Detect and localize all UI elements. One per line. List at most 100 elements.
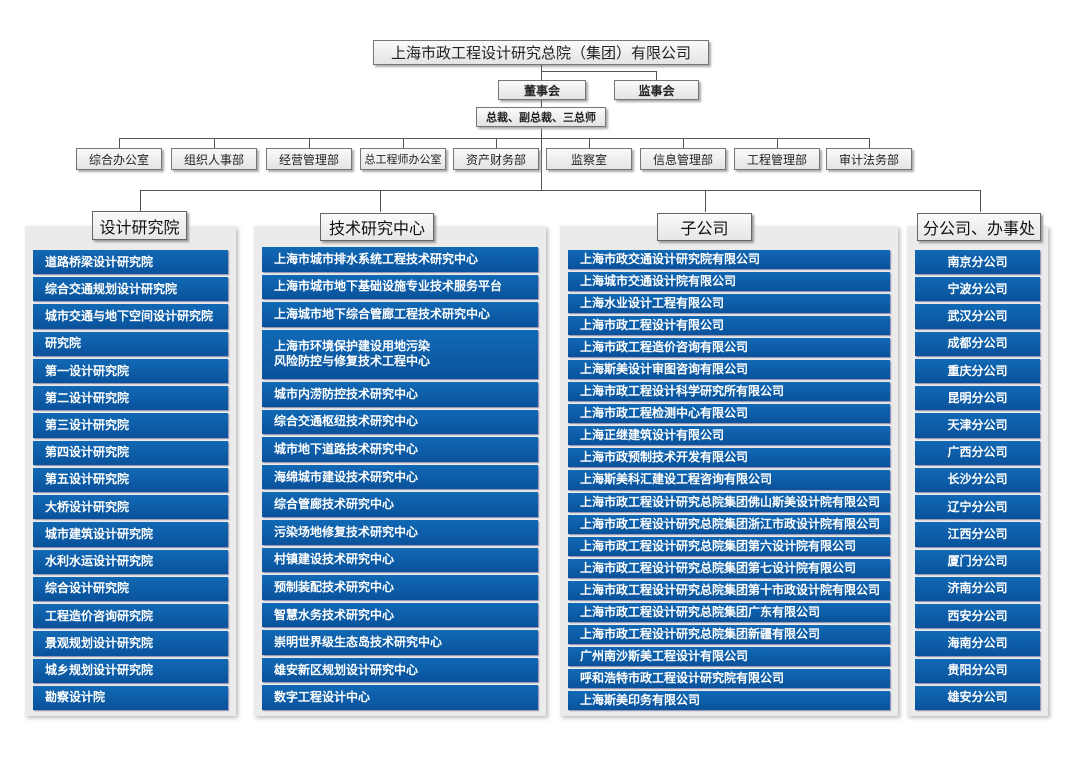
org-unit-item: 海绵城市建设技术研究中心 xyxy=(262,464,538,490)
org-unit-item: 广州南沙斯美工程设计有限公司 xyxy=(568,646,890,666)
connector xyxy=(496,138,497,148)
department-node: 经营管理部 xyxy=(266,148,352,170)
connector xyxy=(589,138,590,148)
org-unit-item: 长沙分公司 xyxy=(915,467,1040,493)
org-unit-item: 上海斯美科汇建设工程咨询有限公司 xyxy=(568,470,890,490)
org-unit-item: 上海市政工程设计科学研究所有限公司 xyxy=(568,382,890,402)
org-unit-item: 上海市环境保护建设用地污染 风险防控与修复技术工程中心 xyxy=(262,329,538,379)
connector xyxy=(541,65,542,80)
panel-design-institutes: 道路桥梁设计研究院 综合交通规划设计研究院 城市交通与地下空间设计研究院 研究院 第一设… xyxy=(25,226,236,716)
org-unit-item: 研究院 xyxy=(33,331,228,356)
department-node: 组织人事部 xyxy=(171,148,257,170)
org-unit-item: 工程造价咨询研究院 xyxy=(33,604,228,629)
org-unit-item: 景观规划设计研究院 xyxy=(33,631,228,656)
connector xyxy=(869,138,870,148)
connector xyxy=(541,100,542,190)
connector xyxy=(683,138,684,148)
org-unit-item: 天津分公司 xyxy=(915,413,1040,438)
org-unit-item: 第四设计研究院 xyxy=(33,440,228,465)
department-node: 监察室 xyxy=(546,148,632,170)
board-node: 董事会 xyxy=(498,80,586,100)
org-unit-item: 重庆分公司 xyxy=(915,358,1040,384)
org-unit-item: 上海城市交通设计院有限公司 xyxy=(568,272,890,292)
org-unit-item: 污染场地修复技术研究中心 xyxy=(262,519,538,545)
org-unit-item: 上海市政工程设计研究总院集团第六设计院有限公司 xyxy=(568,536,890,556)
org-unit-item: 第五设计研究院 xyxy=(33,467,228,493)
org-unit-item: 水利水运设计研究院 xyxy=(33,549,228,574)
org-unit-item: 南京分公司 xyxy=(915,250,1040,275)
org-unit-item: 上海市政工程设计有限公司 xyxy=(568,316,890,336)
org-unit-item: 大桥设计研究院 xyxy=(33,495,228,520)
department-node: 综合办公室 xyxy=(76,148,162,170)
org-unit-item: 综合管廊技术研究中心 xyxy=(262,492,538,517)
org-unit-item: 崇明世界级生态岛技术研究中心 xyxy=(262,630,538,655)
department-node: 工程管理部 xyxy=(734,148,820,170)
org-unit-item: 厦门分公司 xyxy=(915,549,1040,574)
org-unit-item: 第三设计研究院 xyxy=(33,413,228,438)
connector xyxy=(777,138,778,148)
org-unit-item: 上海市城市排水系统工程技术研究中心 xyxy=(262,247,538,272)
supervisors-node: 监事会 xyxy=(614,80,699,100)
org-unit-item: 预制装配技术研究中心 xyxy=(262,575,538,600)
org-unit-item: 上海市政交通设计研究院有限公司 xyxy=(568,250,890,270)
org-unit-item: 上海市政预制技术开发有限公司 xyxy=(568,448,890,468)
org-unit-item: 综合设计研究院 xyxy=(33,576,228,602)
org-unit-item: 上海市政工程设计研究总院集团广东有限公司 xyxy=(568,602,890,622)
connector xyxy=(214,138,215,148)
org-unit-item: 贵阳分公司 xyxy=(915,658,1040,683)
org-unit-item: 上海水业设计工程有限公司 xyxy=(568,294,890,314)
department-node: 资产财务部 xyxy=(453,148,539,170)
company-node: 上海市政工程设计研究总院（集团）有限公司 xyxy=(373,40,709,65)
org-unit-item: 数字工程设计中心 xyxy=(262,685,538,711)
org-unit-item: 城市交通与地下空间设计研究院 xyxy=(33,304,228,329)
connector xyxy=(705,190,706,212)
org-unit-item: 综合交通枢纽技术研究中心 xyxy=(262,409,538,435)
connector xyxy=(119,138,869,139)
org-unit-item: 雄安分公司 xyxy=(915,685,1040,710)
org-unit-item: 广西分公司 xyxy=(915,440,1040,465)
org-unit-item: 呼和浩特市政工程设计研究院有限公司 xyxy=(568,668,890,688)
panel-branches: 南京分公司 宁波分公司 武汉分公司 成都分公司 重庆分公司 昆明分公司 天津分公司 广西分公司… xyxy=(907,226,1048,716)
org-unit-item: 江西分公司 xyxy=(915,522,1040,547)
org-unit-item: 武汉分公司 xyxy=(915,304,1040,329)
org-unit-item: 智慧水务技术研究中心 xyxy=(262,602,538,628)
column-header-design-institutes: 设计研究院 xyxy=(92,211,187,240)
org-unit-item: 上海市政工程造价咨询有限公司 xyxy=(568,338,890,358)
connector xyxy=(309,138,310,148)
org-unit-item: 村镇建设技术研究中心 xyxy=(262,547,538,573)
panel-subsidiaries: 上海市政交通设计研究院有限公司 上海城市交通设计院有限公司 上海水业设计工程有限公司… xyxy=(560,226,898,716)
org-unit-item: 城乡规划设计研究院 xyxy=(33,658,228,683)
org-unit-item: 上海市城市地下基础设施专业技术服务平台 xyxy=(262,274,538,300)
org-unit-item: 海南分公司 xyxy=(915,631,1040,656)
org-unit-item: 综合交通规划设计研究院 xyxy=(33,277,228,302)
department-node: 总工程师办公室 xyxy=(360,148,446,170)
connector xyxy=(140,190,141,212)
connector xyxy=(541,71,657,72)
panel-tech-centers: 上海市城市排水系统工程技术研究中心 上海市城市地下基础设施专业技术服务平台 上海城市… xyxy=(254,226,546,716)
org-unit-item: 上海城市地下综合管廊工程技术研究中心 xyxy=(262,302,538,327)
org-unit-item: 宁波分公司 xyxy=(915,277,1040,302)
column-header-tech-centers: 技术研究中心 xyxy=(320,213,434,241)
org-unit-item: 城市内涝防控技术研究中心 xyxy=(262,381,538,407)
org-unit-item: 雄安新区规划设计研究中心 xyxy=(262,657,538,683)
org-unit-item: 上海正继建筑设计有限公司 xyxy=(568,426,890,446)
org-unit-item: 西安分公司 xyxy=(915,604,1040,629)
org-unit-item: 上海市政工程设计研究总院集团新疆有限公司 xyxy=(568,624,890,644)
org-unit-item: 上海斯美设计审图咨询有限公司 xyxy=(568,360,890,380)
connector xyxy=(119,138,120,148)
org-unit-item: 济南分公司 xyxy=(915,576,1040,602)
org-unit-item: 辽宁分公司 xyxy=(915,495,1040,520)
connector xyxy=(380,190,381,212)
org-unit-item: 城市建筑设计研究院 xyxy=(33,522,228,547)
connector xyxy=(980,190,981,212)
column-header-subsidiaries: 子公司 xyxy=(657,213,752,241)
org-unit-item: 道路桥梁设计研究院 xyxy=(33,250,228,275)
org-unit-item: 昆明分公司 xyxy=(915,386,1040,411)
org-unit-item: 上海市政工程设计研究总院集团浙江市政设计院有限公司 xyxy=(568,514,890,534)
department-node: 审计法务部 xyxy=(826,148,912,170)
department-node: 信息管理部 xyxy=(640,148,726,170)
org-unit-item: 第一设计研究院 xyxy=(33,358,228,384)
executives-node: 总裁、副总裁、三总师 xyxy=(476,107,606,127)
org-unit-item: 上海市政工程设计研究总院集团佛山斯美设计院有限公司 xyxy=(568,492,890,512)
org-unit-item: 勘察设计院 xyxy=(33,685,228,710)
